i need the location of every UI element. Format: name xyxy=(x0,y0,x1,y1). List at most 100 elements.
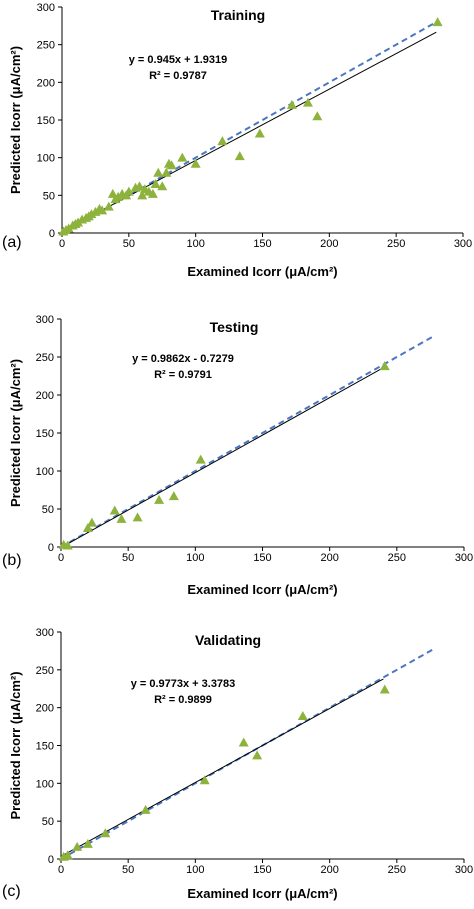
data-point xyxy=(379,684,390,694)
data-point xyxy=(297,710,308,720)
y-tick-label: 100 xyxy=(36,466,54,478)
y-tick-label: 0 xyxy=(48,854,54,866)
data-point xyxy=(254,128,265,138)
x-tick-label: 300 xyxy=(455,864,473,876)
x-tick-label: 300 xyxy=(454,238,472,250)
x-tick-label: 250 xyxy=(388,552,406,564)
y-tick-label: 150 xyxy=(36,428,54,440)
data-point xyxy=(103,201,114,211)
y-tick-label: 100 xyxy=(37,153,55,165)
data-point xyxy=(302,97,313,107)
panel-label: (a) xyxy=(2,234,22,251)
x-tick-label: 200 xyxy=(320,552,338,564)
y-tick-label: 200 xyxy=(36,703,54,715)
y-axis-label: Predicted Icorr (μA/cm²) xyxy=(8,46,23,194)
chart-title: Training xyxy=(211,7,265,23)
data-point xyxy=(217,136,228,146)
regression-equation: y = 0.9773x + 3.3783 xyxy=(131,678,236,690)
y-tick-label: 300 xyxy=(36,627,54,639)
data-point xyxy=(137,190,148,200)
panel-label: (b) xyxy=(2,552,22,569)
y-tick-label: 250 xyxy=(36,352,54,364)
x-tick-label: 250 xyxy=(387,238,405,250)
data-point xyxy=(161,167,172,177)
data-point xyxy=(153,167,164,177)
y-tick-label: 200 xyxy=(37,77,55,89)
data-point xyxy=(109,505,120,515)
y-tick-label: 0 xyxy=(48,542,54,554)
x-tick-label: 50 xyxy=(123,238,135,250)
data-point xyxy=(86,209,97,219)
y-tick-label: 150 xyxy=(36,741,54,753)
x-tick-label: 100 xyxy=(186,864,204,876)
data-point xyxy=(166,160,177,170)
y-tick-label: 150 xyxy=(37,115,55,127)
y-tick-label: 50 xyxy=(42,816,54,828)
y-tick-label: 250 xyxy=(36,665,54,677)
data-point xyxy=(147,188,158,198)
x-tick-label: 0 xyxy=(58,552,64,564)
data-point xyxy=(97,205,108,215)
x-tick-label: 200 xyxy=(320,864,338,876)
y-tick-label: 50 xyxy=(42,504,54,516)
x-tick-label: 100 xyxy=(186,552,204,564)
chart-title: Testing xyxy=(210,319,259,335)
data-point xyxy=(116,513,127,523)
data-point xyxy=(86,517,97,527)
x-tick-label: 250 xyxy=(388,864,406,876)
data-point xyxy=(82,523,93,532)
x-tick-label: 0 xyxy=(59,238,65,250)
x-tick-label: 150 xyxy=(253,552,271,564)
data-point xyxy=(379,361,390,371)
data-point xyxy=(432,17,443,27)
data-point xyxy=(62,850,73,860)
data-point xyxy=(157,181,168,191)
x-tick-label: 300 xyxy=(455,552,473,564)
x-axis-label: Examined Icorr (μA/cm²) xyxy=(187,264,337,279)
x-axis-label: Examined Icorr (μA/cm²) xyxy=(187,582,337,597)
data-point xyxy=(199,775,210,785)
fit-line xyxy=(60,678,384,857)
chart-panel-c: 0 50 100 150 200 250 300 0 50 100 150 200 250 300 Vali… xyxy=(0,612,474,909)
chart-svg-c: 0 50 100 150 200 250 300 0 50 100 150 200 250 300 Vali… xyxy=(2,627,473,901)
x-tick-label: 100 xyxy=(186,238,204,250)
data-point xyxy=(132,512,143,522)
ideal-line xyxy=(60,334,435,548)
chart-title: Validating xyxy=(195,632,261,648)
y-tick-label: 300 xyxy=(37,2,55,14)
data-point xyxy=(72,841,83,851)
data-point xyxy=(238,737,249,747)
regression-equation: y = 0.945x + 1.9319 xyxy=(129,54,227,66)
data-point xyxy=(154,494,165,504)
y-axis-label: Predicted Icorr (μA/cm²) xyxy=(8,359,23,507)
y-tick-label: 250 xyxy=(37,40,55,52)
x-tick-label: 150 xyxy=(253,238,271,250)
r-squared-label: R² = 0.9787 xyxy=(149,70,207,82)
data-point xyxy=(252,750,263,760)
data-point xyxy=(100,828,111,838)
y-tick-label: 300 xyxy=(36,314,54,326)
y-axis-label: Predicted Icorr (μA/cm²) xyxy=(8,671,23,819)
y-tick-label: 100 xyxy=(36,778,54,790)
r-squared-label: R² = 0.9899 xyxy=(154,694,212,706)
data-point xyxy=(312,111,323,121)
data-point xyxy=(177,152,188,162)
x-tick-label: 200 xyxy=(320,238,338,250)
y-tick-label: 50 xyxy=(43,190,55,202)
chart-panel-a: 0 50 100 150 200 250 300 0 50 100 150 200 250 300 Trai… xyxy=(0,0,474,300)
x-axis-label: Examined Icorr (μA/cm²) xyxy=(187,886,337,901)
x-tick-label: 50 xyxy=(122,552,134,564)
data-point xyxy=(286,99,297,109)
chart-svg-a: 0 50 100 150 200 250 300 0 50 100 150 200 250 300 Trai… xyxy=(2,2,472,279)
data-point xyxy=(234,151,245,161)
data-point xyxy=(195,454,206,464)
x-tick-label: 50 xyxy=(122,864,134,876)
data-point xyxy=(150,179,161,189)
chart-svg-b: 0 50 100 150 200 250 300 0 50 100 150 200 250 300 Test… xyxy=(2,314,473,597)
data-point xyxy=(134,181,145,191)
x-tick-label: 0 xyxy=(58,864,64,876)
panel-label: (c) xyxy=(2,883,21,900)
x-tick-label: 150 xyxy=(253,864,271,876)
data-point xyxy=(168,491,179,501)
